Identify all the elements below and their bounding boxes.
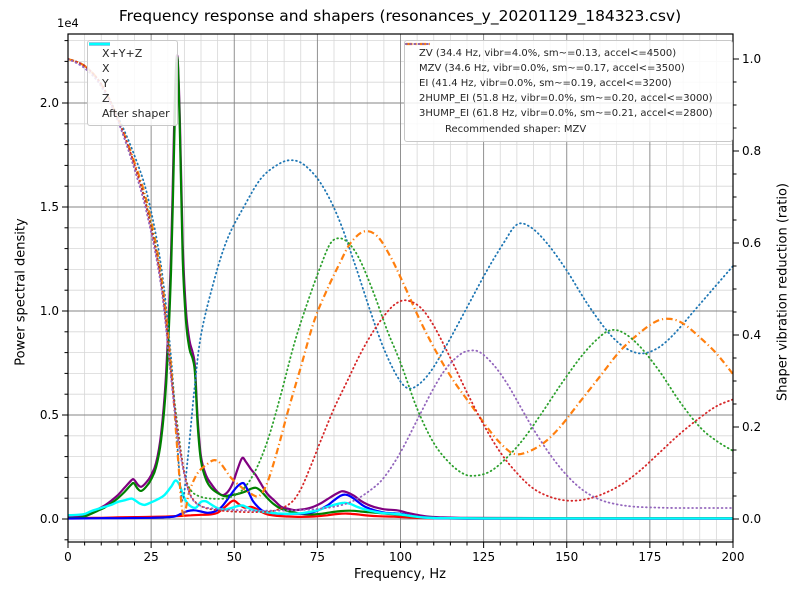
y-right-tick-label: 0.6 <box>742 236 761 250</box>
legend-swatch-solid-line <box>89 42 110 46</box>
legend-item-label: X <box>102 62 110 75</box>
x-tick-label: 25 <box>143 550 158 564</box>
legend-item-label: After shaper <box>102 107 170 120</box>
psd-curve-after-shaper <box>68 479 733 520</box>
x-tick-label: 75 <box>310 550 325 564</box>
legend-item: MZV (34.6 Hz, vibr=0.0%, sm~=0.17, accel… <box>406 42 725 76</box>
legend-item: X+Y+Z <box>89 42 170 61</box>
y-left-tick-label: 1.0 <box>40 304 59 318</box>
y-left-tick-label: 2.0 <box>40 96 59 110</box>
y-left-tick-label: 1.5 <box>40 200 59 214</box>
psd-curve-x-y-z <box>68 54 733 520</box>
x-tick-label: 50 <box>227 550 242 564</box>
shaper-curve-zv <box>68 58 733 502</box>
legend-item-label: EI (41.4 Hz, vibr=0.0%, sm~=0.19, accel<… <box>419 77 672 89</box>
y-axis-offset-label: 1e4 <box>57 16 79 30</box>
x-tick-label: 150 <box>555 550 578 564</box>
shaper-curve-3hump-ei <box>68 58 733 512</box>
legend-item: After shaper <box>89 42 170 121</box>
legend-swatch-dotted-line <box>405 43 431 45</box>
legend-item-label: 2HUMP_EI (51.8 Hz, vibr=0.0%, sm~=0.20, … <box>419 93 713 105</box>
x-axis-label: Frequency, Hz <box>353 567 447 582</box>
y-right-tick-label: 0.2 <box>742 420 761 434</box>
y-right-tick-label: 0.4 <box>742 328 761 342</box>
legend-psd: X+Y+Z X Y Z After shaper <box>87 40 178 126</box>
legend-item: 3HUMP_EI (61.8 Hz, vibr=0.0%, sm~=0.21, … <box>405 43 725 122</box>
y-right-tick-label: 0.0 <box>742 512 761 526</box>
legend-item-label: ZV (34.4 Hz, vibr=4.0%, sm~=0.13, accel<… <box>419 47 677 59</box>
legend-shaper: ZV (34.4 Hz, vibr=4.0%, sm~=0.13, accel<… <box>404 40 733 143</box>
y-left-tick-label: 0.5 <box>40 408 59 422</box>
legend-item: EI (41.4 Hz, vibr=0.0%, sm~=0.19, accel<… <box>405 43 725 91</box>
x-tick-label: 175 <box>638 550 661 564</box>
x-tick-label: 100 <box>389 550 412 564</box>
legend-item: Z <box>89 42 170 106</box>
legend-item-label: X+Y+Z <box>102 47 143 60</box>
x-tick-label: 200 <box>722 550 745 564</box>
x-tick-label: 0 <box>64 550 72 564</box>
legend-item-label: 3HUMP_EI (61.8 Hz, vibr=0.0%, sm~=0.21, … <box>419 108 713 120</box>
x-tick-label: 125 <box>472 550 495 564</box>
shaper-curve-ei <box>68 58 733 500</box>
legend-item-label: Z <box>102 92 110 105</box>
legend-item: X <box>89 42 170 76</box>
legend-item-label: MZV (34.6 Hz, vibr=0.0%, sm~=0.17, accel… <box>419 62 685 74</box>
shaper-curve-2hump-ei <box>68 58 733 514</box>
y-left-tick-label: 0.0 <box>40 512 59 526</box>
legend-item: ZV (34.4 Hz, vibr=4.0%, sm~=0.13, accel<… <box>405 43 725 61</box>
y-right-tick-label: 1.0 <box>742 52 761 66</box>
legend-item: Y <box>89 42 170 91</box>
legend-item-label: Y <box>102 77 109 90</box>
y-right-tick-label: 0.8 <box>742 144 761 158</box>
chart-title: Frequency response and shapers (resonanc… <box>118 7 682 25</box>
legend-item: 2HUMP_EI (51.8 Hz, vibr=0.0%, sm~=0.20, … <box>405 43 725 107</box>
shaper-curve-mzv <box>68 57 733 517</box>
legend-recommended-shaper: Recommended shaper: MZV <box>445 124 587 136</box>
